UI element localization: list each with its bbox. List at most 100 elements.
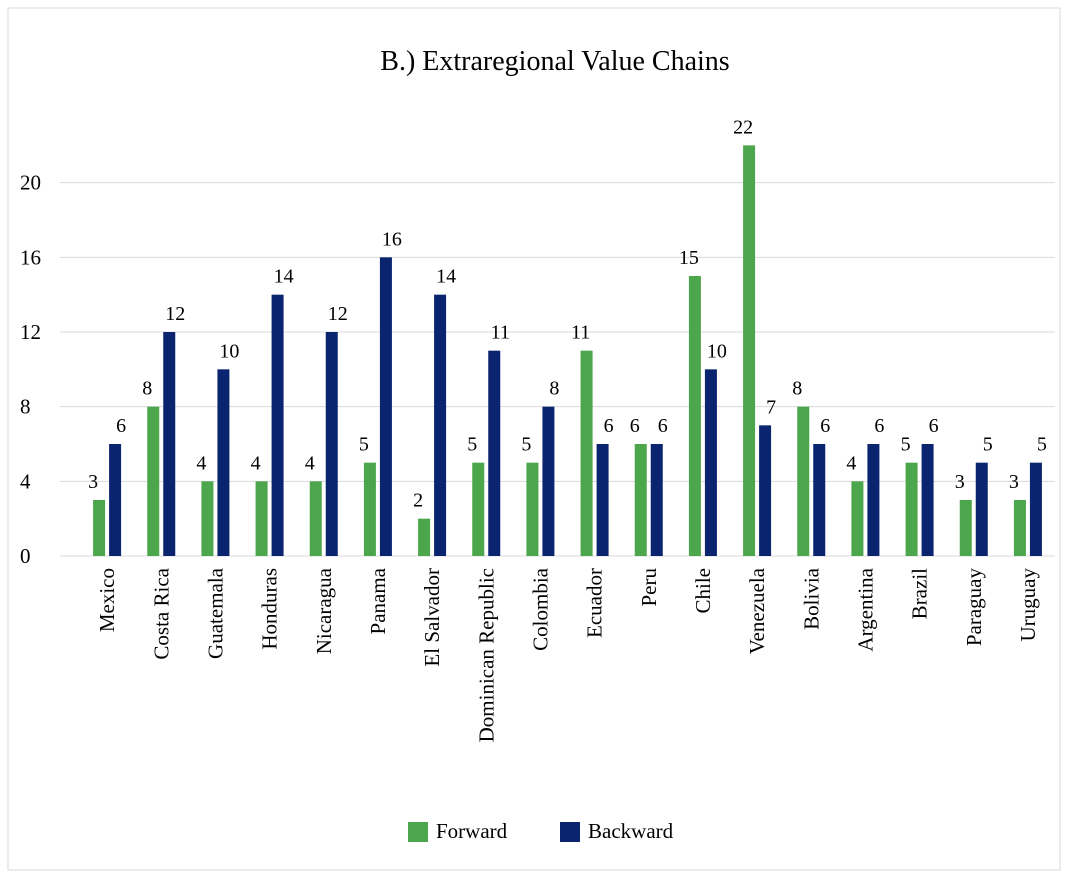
legend-swatch	[408, 822, 428, 842]
bar	[975, 462, 988, 556]
y-tick-label: 4	[20, 469, 31, 493]
data-label: 8	[549, 378, 559, 400]
x-tick-label: Bolivia	[799, 567, 823, 630]
data-label: 16	[382, 228, 402, 250]
bar	[905, 462, 918, 556]
data-label: 6	[874, 415, 884, 437]
y-tick-label: 20	[20, 171, 41, 195]
data-label: 5	[359, 434, 369, 456]
bar	[434, 294, 447, 556]
bar	[1029, 462, 1042, 556]
bar	[147, 406, 160, 556]
bar	[580, 350, 593, 556]
data-label: 5	[467, 434, 477, 456]
data-label: 2	[413, 490, 423, 512]
data-label: 12	[165, 303, 185, 325]
x-tick-label: Honduras	[258, 568, 282, 650]
bar	[743, 145, 756, 557]
legend-label: Forward	[436, 819, 508, 843]
data-label: 3	[955, 471, 965, 493]
bar	[867, 444, 880, 556]
bar	[217, 369, 230, 556]
bar	[813, 444, 826, 556]
x-tick-label: Dominican Republic	[474, 568, 498, 742]
data-label: 8	[142, 378, 152, 400]
data-label: 5	[521, 434, 531, 456]
bar	[363, 462, 376, 556]
data-label: 4	[305, 452, 315, 474]
data-label: 6	[604, 415, 614, 437]
bar	[1013, 500, 1026, 556]
y-tick-label: 8	[20, 395, 31, 419]
data-label: 14	[436, 266, 456, 288]
x-tick-label: Chile	[691, 568, 715, 614]
data-label: 5	[983, 434, 993, 456]
x-tick-label: Mexico	[95, 568, 119, 632]
bar	[959, 500, 972, 556]
bar	[163, 332, 176, 556]
bar	[921, 444, 934, 556]
data-label: 5	[901, 434, 911, 456]
data-label: 3	[1009, 471, 1019, 493]
chart-title: B.) Extraregional Value Chains	[380, 46, 729, 77]
bar	[201, 481, 214, 556]
x-tick-label: Paraguay	[962, 568, 986, 647]
legend-swatch	[560, 822, 580, 842]
data-label: 5	[1037, 434, 1047, 456]
data-label: 12	[328, 303, 348, 325]
x-tick-label: Guatemala	[203, 567, 227, 659]
x-tick-label: Ecuador	[583, 568, 607, 638]
data-label: 6	[116, 415, 126, 437]
x-tick-label: Brazil	[908, 568, 932, 619]
y-tick-label: 16	[20, 245, 41, 269]
x-tick-label: Uruguay	[1016, 568, 1040, 642]
bar	[325, 332, 338, 556]
bar	[309, 481, 322, 556]
bar	[688, 276, 701, 556]
data-label: 8	[792, 378, 802, 400]
x-tick-label: Colombia	[528, 567, 552, 651]
data-label: 4	[196, 452, 206, 474]
x-tick-label: Costa Rica	[149, 567, 173, 659]
bar	[704, 369, 717, 556]
bar	[526, 462, 539, 556]
bar	[851, 481, 864, 556]
bar	[488, 350, 501, 556]
chart-border	[7, 7, 1061, 871]
legend-label: Backward	[588, 819, 674, 843]
bar	[596, 444, 609, 556]
data-label: 22	[733, 116, 753, 138]
data-label: 6	[820, 415, 830, 437]
data-label: 10	[707, 340, 727, 362]
data-label: 10	[219, 340, 239, 362]
data-label: 15	[679, 247, 699, 269]
x-tick-label: El Salvador	[420, 568, 444, 667]
bar	[634, 444, 647, 556]
y-tick-label: 0	[20, 544, 31, 568]
data-label: 11	[571, 322, 590, 344]
data-label: 6	[630, 415, 640, 437]
bar	[650, 444, 663, 556]
data-label: 4	[251, 452, 261, 474]
x-tick-label: Argentina	[853, 567, 877, 651]
data-label: 6	[929, 415, 939, 437]
data-label: 3	[88, 471, 98, 493]
bar	[418, 518, 431, 556]
bar	[109, 444, 122, 556]
x-tick-label: Nicaragua	[312, 567, 336, 654]
x-tick-label: Panama	[366, 567, 390, 634]
data-label: 7	[766, 396, 776, 418]
bar	[255, 481, 268, 556]
data-label: 6	[658, 415, 668, 437]
bar	[271, 294, 284, 556]
bar	[379, 257, 392, 556]
y-tick-label: 12	[20, 320, 41, 344]
bar	[542, 406, 555, 556]
bar	[472, 462, 485, 556]
data-label: 4	[846, 452, 856, 474]
bar	[797, 406, 810, 556]
x-tick-label: Peru	[637, 568, 661, 607]
bar	[759, 425, 772, 556]
data-label: 14	[274, 266, 294, 288]
